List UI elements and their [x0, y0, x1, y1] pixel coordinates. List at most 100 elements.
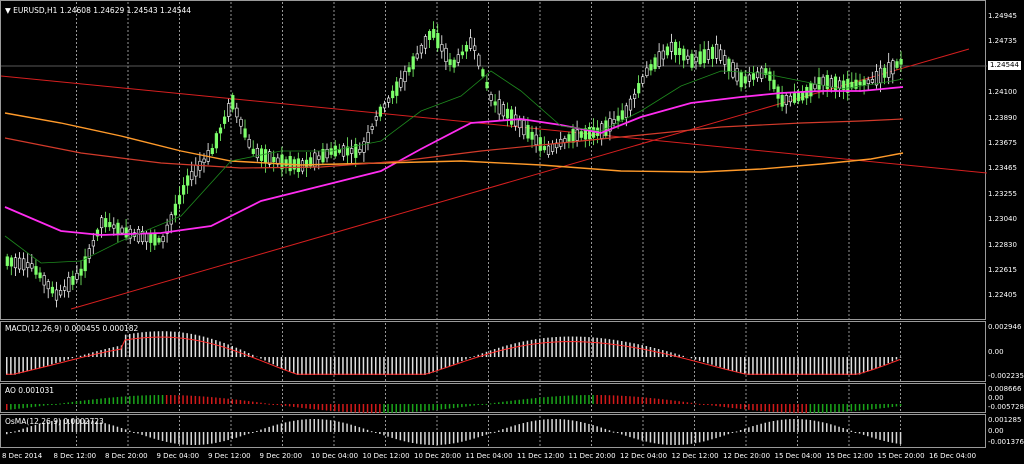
candle-bear	[747, 74, 751, 82]
macd-bar	[186, 333, 188, 357]
ao-bar	[219, 397, 221, 404]
osma-bar	[280, 423, 283, 432]
ao-bar	[313, 404, 315, 410]
macd-bar	[452, 357, 455, 365]
ao-bar	[14, 404, 16, 410]
osma-bar	[715, 432, 717, 439]
macd-bar	[305, 357, 307, 375]
macd-bar	[760, 357, 762, 375]
osma-bar	[772, 421, 775, 432]
candle-bear	[403, 71, 407, 82]
macd-bar	[498, 347, 500, 357]
osma-bar	[551, 419, 553, 432]
macd-bar	[612, 339, 615, 357]
ao-bar	[797, 404, 799, 413]
macd-bar	[375, 357, 377, 375]
ao-bar	[280, 404, 283, 406]
osma-bar	[301, 419, 303, 432]
macd-pane[interactable]: MACD(12,26,9) 0.000455 0.000182	[0, 321, 986, 382]
osma-bar	[756, 424, 758, 432]
osma-bar	[51, 421, 53, 432]
candle-bear	[190, 171, 194, 181]
osma-bar	[760, 423, 762, 432]
macd-bar	[727, 357, 730, 370]
ao-bar	[104, 398, 106, 404]
macd-bar	[395, 357, 397, 375]
candle-bear	[161, 236, 165, 242]
macd-bar	[387, 357, 389, 375]
osma-bar	[6, 432, 8, 435]
candle-bull	[157, 237, 161, 243]
macd-bar	[682, 355, 684, 357]
candle-bear	[731, 62, 735, 78]
osma-bar	[247, 432, 250, 434]
ao-bar	[305, 404, 307, 409]
macd-bar	[547, 337, 549, 357]
candle-bull	[825, 74, 829, 90]
macd-bar	[838, 357, 840, 375]
price-scale-tick: 1.22830	[988, 240, 1017, 249]
osma-bar	[670, 432, 672, 445]
macd-bar	[108, 348, 110, 357]
macd-bar	[411, 357, 414, 375]
macd-bar	[227, 344, 229, 357]
osma-bar	[846, 429, 848, 432]
osma-bar	[600, 427, 602, 432]
candle-bull	[895, 61, 899, 68]
macd-bar	[764, 357, 766, 375]
osma-pane[interactable]: OsMA(12,26,9) 0.0002723	[0, 414, 986, 448]
osma-bar	[366, 429, 369, 432]
osma-bar	[461, 432, 463, 442]
ao-bar	[592, 395, 594, 404]
candle-bull	[768, 71, 772, 81]
macd-bar	[354, 357, 356, 375]
macd-bar	[379, 357, 381, 375]
ao-bar	[748, 404, 750, 410]
osma-bar	[153, 432, 156, 439]
macd-bar	[223, 342, 225, 357]
candle-bull	[538, 137, 542, 151]
macd-bar	[83, 354, 86, 357]
collapse-arrow-icon[interactable]: ▼	[5, 6, 11, 15]
osma-bar	[887, 432, 889, 442]
osma-bar	[182, 432, 184, 445]
ao-bar	[256, 402, 258, 404]
candle-bear	[456, 54, 460, 63]
ao-bar	[735, 404, 738, 409]
macd-bar	[789, 357, 791, 375]
macd-bar	[785, 357, 787, 375]
indicator-scale-tick: 0.00	[988, 347, 1004, 356]
candle-bear	[641, 76, 645, 84]
ao-bar	[149, 395, 151, 404]
candle-bull	[280, 154, 284, 170]
macd-bar	[235, 347, 238, 357]
ao-bar	[96, 398, 98, 404]
osma-bar	[575, 421, 578, 432]
ao-bar	[485, 403, 488, 405]
osma-bar	[604, 428, 607, 432]
ao-bar	[567, 395, 570, 404]
macd-bar	[178, 332, 180, 357]
price-chart-pane[interactable]: ▼ EURUSD,H1 1.24608 1.24629 1.24543 1.24…	[0, 0, 987, 321]
osma-bar	[252, 432, 254, 433]
ao-bar	[465, 404, 467, 407]
price-chart-canvas[interactable]	[1, 1, 987, 321]
ao-bar	[22, 404, 24, 409]
ao-bar	[129, 396, 131, 404]
candle-bull	[116, 222, 120, 235]
candle-bull	[530, 131, 534, 140]
osma-bar	[272, 425, 274, 432]
osma-bar	[165, 432, 168, 442]
indicator-scale-tick: 0.00	[988, 394, 1004, 402]
osma-bar	[96, 421, 98, 432]
macd-bar	[735, 357, 738, 373]
ao-pane[interactable]: AO 0.001031	[0, 383, 986, 413]
chart-header: ▼ EURUSD,H1 1.24608 1.24629 1.24543 1.24…	[5, 6, 191, 15]
candle-bear	[17, 257, 22, 270]
ao-bar	[838, 404, 840, 413]
macd-bar	[596, 337, 598, 357]
osma-bar	[789, 419, 791, 432]
time-axis-tick: 12 Dec 04:00	[620, 452, 668, 460]
macd-bar	[284, 357, 287, 370]
ao-bar	[383, 404, 385, 413]
